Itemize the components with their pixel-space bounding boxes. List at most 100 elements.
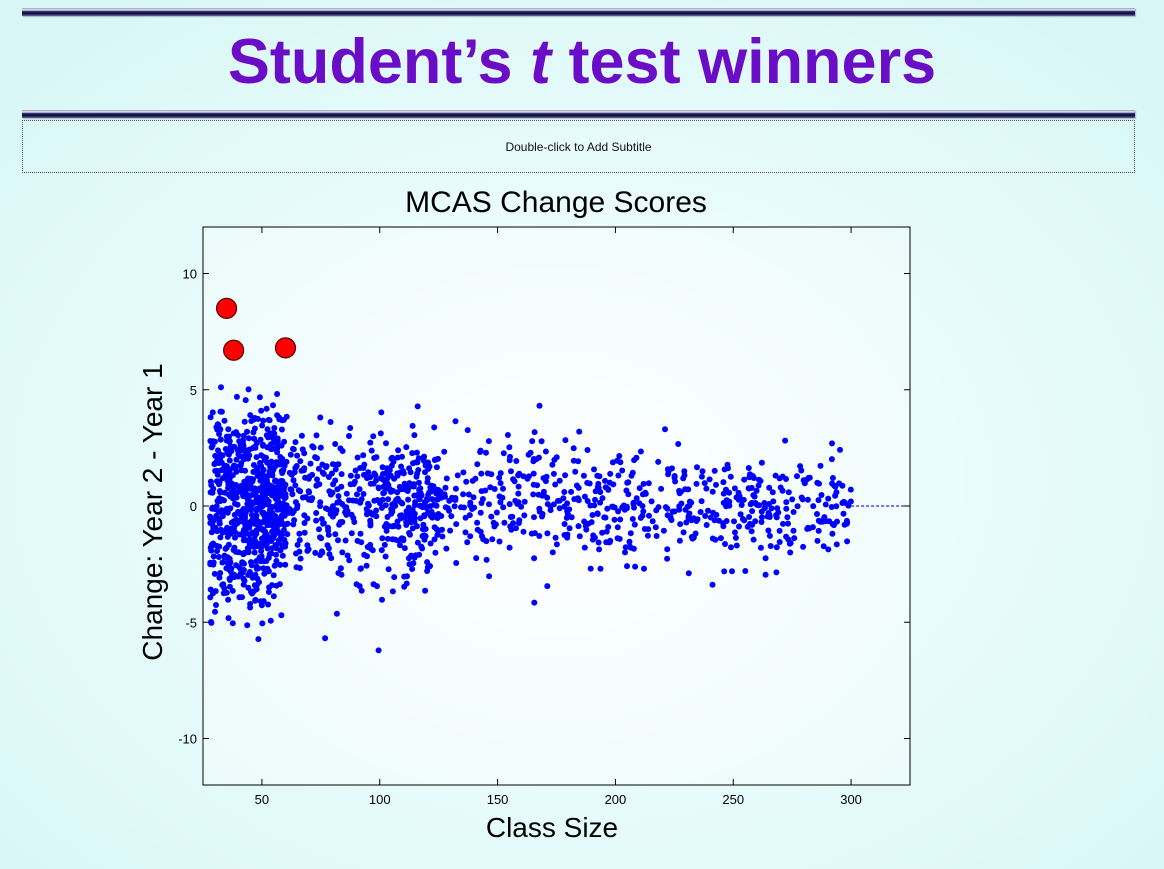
data-point — [250, 462, 257, 468]
data-point — [424, 475, 431, 482]
subtitle-placeholder[interactable]: Double-click to Add Subtitle — [22, 120, 1135, 173]
data-point — [229, 481, 236, 488]
data-point — [247, 492, 254, 499]
data-point — [599, 495, 606, 502]
data-point — [669, 508, 676, 515]
data-point — [709, 488, 716, 495]
data-point — [239, 594, 245, 601]
data-point — [589, 512, 596, 518]
data-point — [408, 519, 414, 526]
data-point — [389, 588, 396, 595]
data-point — [384, 514, 391, 520]
data-point — [675, 441, 682, 447]
data-point — [596, 546, 603, 553]
data-point — [726, 489, 733, 496]
data-point — [405, 496, 412, 503]
data-point — [747, 501, 754, 508]
data-point — [344, 552, 351, 559]
data-point — [599, 529, 606, 536]
data-point — [221, 417, 228, 424]
data-point — [496, 538, 503, 545]
data-point — [245, 386, 252, 393]
data-point — [240, 532, 247, 539]
data-point — [817, 462, 824, 469]
data-point — [805, 524, 812, 531]
data-point — [789, 496, 796, 503]
data-point — [717, 535, 724, 542]
data-point — [281, 438, 288, 445]
data-point — [253, 543, 260, 550]
data-point — [536, 505, 543, 512]
data-point — [562, 437, 569, 444]
data-point — [261, 457, 268, 464]
x-tick-label: 100 — [369, 792, 391, 807]
data-point — [291, 469, 298, 476]
data-point — [245, 505, 252, 512]
data-point — [211, 438, 218, 445]
data-point — [352, 467, 359, 474]
data-point — [733, 542, 740, 549]
data-point — [607, 470, 614, 477]
data-point — [339, 448, 346, 454]
data-point — [563, 514, 570, 521]
data-point — [343, 490, 350, 497]
data-point — [245, 546, 252, 552]
data-point — [251, 435, 258, 442]
data-point — [702, 513, 709, 519]
data-point — [561, 521, 568, 527]
data-point — [636, 485, 643, 492]
data-point — [758, 459, 765, 466]
data-point — [354, 537, 361, 544]
data-point — [478, 470, 485, 477]
data-point — [223, 437, 230, 444]
data-point — [544, 583, 551, 590]
data-point — [242, 467, 249, 474]
title-underline-rule — [22, 110, 1135, 118]
data-point — [367, 522, 374, 529]
data-point — [237, 566, 244, 573]
data-point — [488, 513, 495, 520]
data-point — [736, 523, 742, 530]
data-point — [594, 510, 601, 517]
data-point — [531, 429, 538, 436]
data-point — [283, 413, 290, 420]
data-point — [699, 468, 706, 475]
data-point — [212, 452, 219, 459]
data-point — [460, 491, 467, 498]
data-point — [493, 509, 500, 516]
data-point — [264, 487, 271, 494]
data-point — [800, 477, 807, 484]
data-point — [587, 565, 594, 572]
data-point — [441, 491, 448, 498]
data-point — [293, 564, 300, 571]
title-prefix: Student’s — [227, 27, 531, 97]
data-point — [217, 534, 224, 541]
data-point — [615, 508, 622, 515]
data-point — [768, 505, 775, 512]
data-point — [370, 581, 377, 588]
data-point — [281, 462, 288, 469]
data-point — [458, 504, 464, 511]
data-point — [279, 512, 285, 519]
data-point — [463, 478, 470, 485]
data-point — [213, 513, 220, 519]
data-point — [724, 461, 731, 468]
data-point — [693, 480, 700, 487]
data-point — [746, 485, 753, 492]
data-point — [676, 537, 683, 544]
data-point — [605, 524, 612, 530]
data-point — [732, 529, 738, 536]
data-point — [260, 558, 267, 565]
data-point — [224, 526, 231, 533]
data-point — [591, 502, 598, 509]
data-point — [305, 475, 312, 482]
data-point — [576, 428, 583, 435]
data-point — [217, 408, 224, 415]
data-point — [250, 486, 257, 493]
data-point — [438, 513, 445, 519]
data-point — [664, 546, 671, 553]
data-point — [607, 537, 614, 544]
data-point — [664, 512, 671, 519]
data-point — [829, 440, 835, 447]
data-point — [210, 559, 217, 566]
